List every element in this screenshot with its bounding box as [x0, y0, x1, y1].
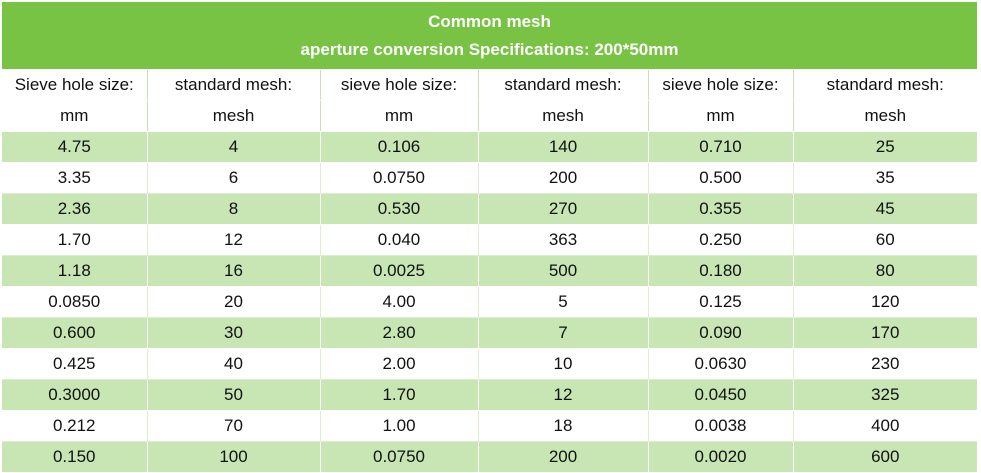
table-cell: 0.180	[648, 255, 794, 287]
table-row: 3.35 6 0.0750 200 0.500 35	[2, 162, 977, 194]
table-row: 0.212 70 1.00 18 0.0038 400	[2, 410, 977, 442]
table-cell: 0.0025	[320, 255, 479, 287]
table-cell: 12	[478, 379, 649, 411]
table-cell: 200	[478, 162, 649, 194]
table-cell: 230	[793, 348, 977, 380]
table-subtitle: aperture conversion Specifications: 200*…	[300, 39, 679, 59]
table-cell: 4.75	[2, 131, 148, 163]
table-row: 0.425 40 2.00 10 0.0630 230	[2, 348, 977, 380]
table-cell: 0.0020	[648, 441, 794, 473]
table-cell: 200	[478, 441, 649, 473]
table-row: 0.0850 20 4.00 5 0.125 120	[2, 286, 977, 318]
table-title-band: Common mesh aperture conversion Specific…	[2, 2, 977, 70]
table-cell: 0.0450	[648, 379, 794, 411]
table-cell: 0.0750	[320, 441, 479, 473]
table-cell: 1.00	[320, 410, 479, 442]
table-cell: 0.125	[648, 286, 794, 318]
column-header: sieve hole size:	[320, 70, 479, 101]
column-unit: mesh	[793, 100, 977, 132]
table-row: 4.75 4 0.106 140 0.710 25	[2, 131, 977, 163]
table-cell: 600	[793, 441, 977, 473]
mesh-conversion-table: Sieve hole size: standard mesh: sieve ho…	[2, 70, 977, 473]
column-unit: mesh	[478, 100, 649, 132]
table-cell: 0.3000	[2, 379, 148, 411]
table-row: 2.36 8 0.530 270 0.355 45	[2, 193, 977, 225]
table-cell: 10	[478, 348, 649, 380]
table-cell: 25	[793, 131, 977, 163]
column-header: Sieve hole size:	[2, 70, 148, 101]
table-cell: 45	[793, 193, 977, 225]
table-cell: 1.70	[320, 379, 479, 411]
table-cell: 16	[147, 255, 321, 287]
table-cell: 7	[478, 317, 649, 349]
table-cell: 0.600	[2, 317, 148, 349]
header-row-units: mm mesh mm mesh mm mesh	[2, 100, 977, 132]
table-title: Common mesh	[428, 11, 551, 31]
table-cell: 60	[793, 224, 977, 256]
table-cell: 50	[147, 379, 321, 411]
table-cell: 35	[793, 162, 977, 194]
table-cell: 0.0750	[320, 162, 479, 194]
table-cell: 140	[478, 131, 649, 163]
table-cell: 80	[793, 255, 977, 287]
table-cell: 8	[147, 193, 321, 225]
table-row: 1.70 12 0.040 363 0.250 60	[2, 224, 977, 256]
table-cell: 400	[793, 410, 977, 442]
table-cell: 0.425	[2, 348, 148, 380]
table-cell: 0.355	[648, 193, 794, 225]
table-cell: 12	[147, 224, 321, 256]
column-unit: mm	[2, 100, 148, 132]
table-cell: 0.0850	[2, 286, 148, 318]
table-cell: 0.150	[2, 441, 148, 473]
column-unit: mesh	[147, 100, 321, 132]
table-cell: 170	[793, 317, 977, 349]
table-cell: 100	[147, 441, 321, 473]
table-cell: 120	[793, 286, 977, 318]
header-row-top: Sieve hole size: standard mesh: sieve ho…	[2, 70, 977, 101]
table-cell: 2.36	[2, 193, 148, 225]
table-cell: 363	[478, 224, 649, 256]
table-cell: 0.040	[320, 224, 479, 256]
table-row: 0.150 100 0.0750 200 0.0020 600	[2, 441, 977, 473]
column-header: standard mesh:	[147, 70, 321, 101]
table-row: 0.3000 50 1.70 12 0.0450 325	[2, 379, 977, 411]
table-cell: 270	[478, 193, 649, 225]
column-header: sieve hole size:	[648, 70, 794, 101]
table-cell: 0.0038	[648, 410, 794, 442]
table-cell: 1.70	[2, 224, 148, 256]
table-cell: 0.090	[648, 317, 794, 349]
table-cell: 0.250	[648, 224, 794, 256]
column-unit: mm	[648, 100, 794, 132]
column-header: standard mesh:	[793, 70, 977, 101]
table-cell: 0.0630	[648, 348, 794, 380]
table-cell: 0.710	[648, 131, 794, 163]
table-cell: 5	[478, 286, 649, 318]
table-cell: 0.530	[320, 193, 479, 225]
table-cell: 4.00	[320, 286, 479, 318]
table-row: 0.600 30 2.80 7 0.090 170	[2, 317, 977, 349]
table-cell: 2.00	[320, 348, 479, 380]
table-cell: 70	[147, 410, 321, 442]
table-cell: 2.80	[320, 317, 479, 349]
table-cell: 4	[147, 131, 321, 163]
table-cell: 20	[147, 286, 321, 318]
table-cell: 6	[147, 162, 321, 194]
table-cell: 0.212	[2, 410, 148, 442]
table-cell: 40	[147, 348, 321, 380]
column-unit: mm	[320, 100, 479, 132]
table-cell: 0.500	[648, 162, 794, 194]
table-cell: 3.35	[2, 162, 148, 194]
table-row: 1.18 16 0.0025 500 0.180 80	[2, 255, 977, 287]
table-cell: 18	[478, 410, 649, 442]
column-header: standard mesh:	[478, 70, 649, 101]
table-cell: 30	[147, 317, 321, 349]
table-cell: 325	[793, 379, 977, 411]
table-cell: 1.18	[2, 255, 148, 287]
table-cell: 500	[478, 255, 649, 287]
table-cell: 0.106	[320, 131, 479, 163]
